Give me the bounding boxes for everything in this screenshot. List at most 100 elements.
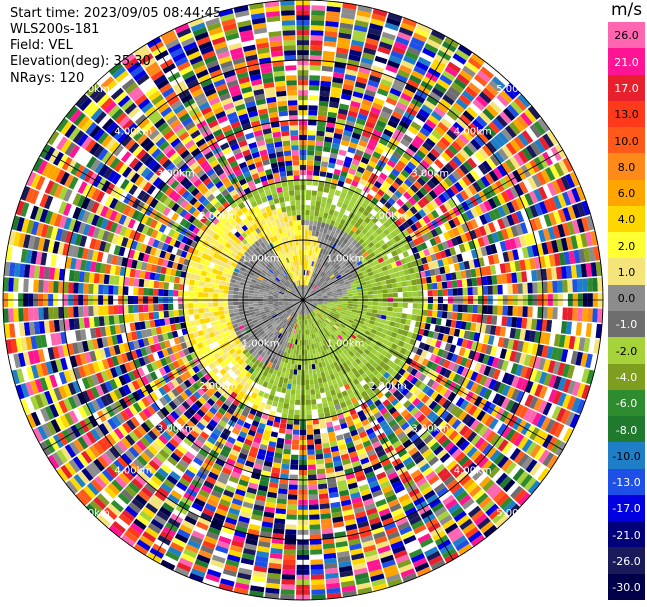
velocity-gate (326, 121, 336, 128)
velocity-gate (492, 469, 505, 482)
velocity-gate (483, 223, 492, 235)
velocity-gate (430, 559, 446, 571)
velocity-gate (310, 318, 314, 324)
velocity-gate (312, 368, 317, 375)
velocity-gate (422, 284, 428, 291)
velocity-gate (315, 205, 321, 212)
velocity-gate (308, 300, 313, 302)
velocity-gate (310, 312, 315, 317)
velocity-gate (317, 302, 323, 305)
velocity-gate (316, 337, 321, 343)
velocity-gate (426, 360, 434, 369)
velocity-gate (335, 216, 342, 224)
velocity-gate (339, 144, 348, 152)
velocity-gate (410, 376, 419, 385)
velocity-gate (343, 394, 351, 402)
velocity-gate (456, 470, 468, 483)
velocity-gate (565, 236, 574, 251)
velocity-gate (390, 230, 398, 238)
velocity-gate (509, 261, 517, 272)
velocity-gate (397, 207, 406, 216)
velocity-gate (318, 110, 328, 117)
velocity-gate (465, 269, 472, 278)
velocity-gate (581, 217, 590, 232)
velocity-gate (355, 313, 362, 317)
velocity-gate (309, 260, 313, 266)
velocity-gate (320, 340, 325, 347)
velocity-gate (479, 476, 492, 489)
velocity-gate (465, 106, 478, 119)
velocity-gate (408, 197, 417, 206)
velocity-gate (510, 485, 523, 500)
velocity-gate (329, 265, 334, 271)
velocity-gate (488, 121, 501, 134)
velocity-gate (335, 311, 341, 316)
velocity-gate (391, 168, 401, 177)
velocity-gate (364, 224, 372, 231)
velocity-gate (580, 233, 588, 248)
velocity-gate (371, 65, 385, 74)
velocity-gate (342, 276, 349, 281)
velocity-gate (423, 248, 431, 257)
velocity-gate (484, 125, 497, 138)
velocity-gate (321, 350, 326, 357)
velocity-gate (524, 394, 534, 407)
velocity-gate (373, 97, 385, 106)
velocity-gate (309, 288, 314, 293)
velocity-gate (411, 279, 417, 286)
velocity-gate (318, 319, 323, 324)
velocity-gate (464, 402, 474, 413)
velocity-gate (396, 282, 403, 288)
velocity-gate (362, 308, 368, 312)
velocity-gate (441, 166, 451, 177)
velocity-gate (519, 195, 530, 208)
velocity-gate (313, 298, 318, 300)
velocity-gate (474, 216, 483, 227)
velocity-gate (354, 81, 367, 89)
velocity-gate (313, 373, 318, 380)
velocity-gate (378, 137, 389, 146)
velocity-gate (387, 293, 393, 298)
velocity-gate (368, 365, 376, 373)
velocity-gate (387, 12, 403, 22)
velocity-gate (308, 499, 319, 505)
velocity-gate (338, 27, 353, 35)
velocity-gate (518, 235, 527, 247)
velocity-gate (493, 436, 505, 449)
velocity-gate (352, 339, 359, 346)
velocity-gate (357, 5, 373, 13)
velocity-gate (460, 270, 467, 279)
velocity-gate (450, 184, 460, 195)
velocity-gate (363, 394, 371, 403)
velocity-gate (283, 448, 291, 455)
velocity-gate (313, 215, 319, 222)
velocity-gate (518, 181, 529, 194)
velocity-gate (292, 429, 300, 435)
velocity-gate (347, 306, 353, 309)
velocity-gate (557, 377, 567, 392)
velocity-gate (427, 424, 437, 434)
velocity-gate (337, 327, 343, 333)
velocity-gate (474, 373, 483, 384)
velocity-gate (512, 283, 518, 294)
velocity-gate (468, 184, 478, 196)
velocity-gate (541, 319, 548, 332)
velocity-gate (312, 322, 316, 328)
velocity-gate (278, 488, 288, 495)
velocity-gate (419, 322, 426, 329)
velocity-gate (371, 185, 380, 193)
velocity-gate (364, 42, 378, 51)
velocity-gate (496, 193, 506, 205)
velocity-gate (379, 276, 386, 282)
velocity-gate (565, 411, 576, 427)
velocity-gate (497, 164, 508, 177)
velocity-gate (413, 455, 425, 465)
velocity-gate (377, 257, 385, 264)
velocity-gate (510, 199, 520, 212)
velocity-gate (332, 297, 338, 300)
velocity-gate (398, 97, 410, 107)
velocity-gate (590, 262, 597, 277)
velocity-gate (367, 432, 377, 440)
velocity-gate (358, 66, 371, 75)
velocity-gate (560, 266, 568, 279)
